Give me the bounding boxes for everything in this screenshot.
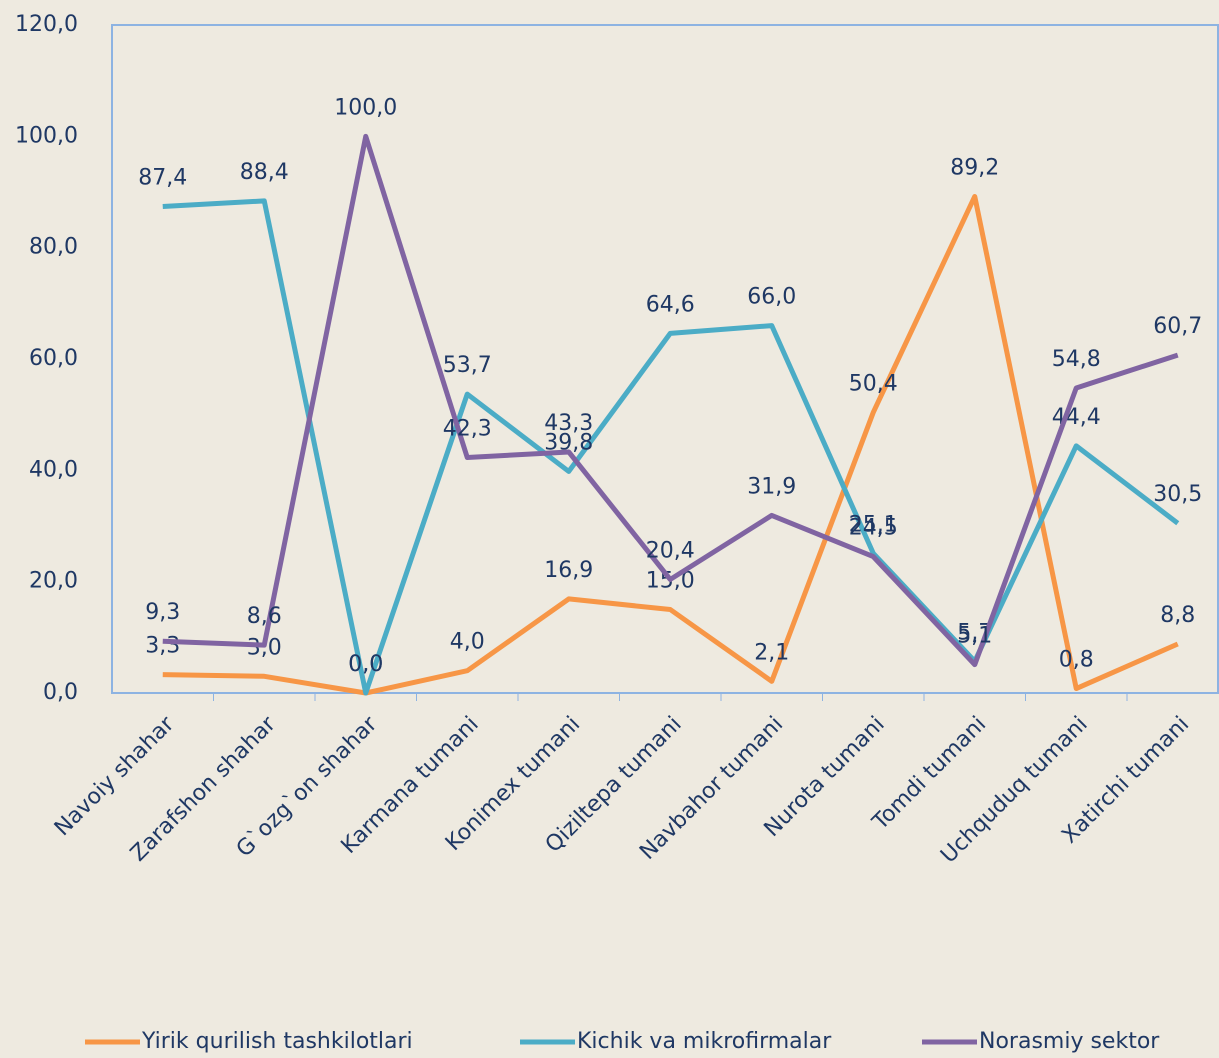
data-label: 66,0 xyxy=(747,285,796,310)
series-line xyxy=(162,133,1179,668)
data-label: 60,7 xyxy=(1153,314,1202,339)
data-label: 44,4 xyxy=(1052,405,1101,430)
data-label: 50,4 xyxy=(849,371,898,396)
data-label: 30,5 xyxy=(1153,482,1202,507)
data-label: 25,1 xyxy=(849,512,898,537)
legend-label: Kichik va mikrofirmalar xyxy=(577,1029,832,1054)
data-label: 54,8 xyxy=(1052,347,1101,372)
data-label: 43,3 xyxy=(544,411,593,436)
data-label: 0,8 xyxy=(1059,648,1094,673)
legend-label: Yirik qurilish tashkilotlari xyxy=(141,1029,413,1054)
y-tick-label: 80,0 xyxy=(29,235,78,260)
y-tick-label: 20,0 xyxy=(29,569,78,594)
data-label: 24,5 xyxy=(849,516,898,541)
data-label: 0,0 xyxy=(348,652,383,677)
data-label: 9,3 xyxy=(145,600,180,625)
data-label: 2,1 xyxy=(754,640,789,665)
data-label: 16,9 xyxy=(544,558,593,583)
data-label: 20,4 xyxy=(646,538,695,563)
data-label: 4,0 xyxy=(450,630,485,655)
y-tick-label: 120,0 xyxy=(15,12,78,37)
data-label: 42,3 xyxy=(443,417,492,442)
y-tick-label: 60,0 xyxy=(29,346,78,371)
series-line xyxy=(162,193,1179,696)
data-label: 3,3 xyxy=(145,634,180,659)
series-line xyxy=(162,198,1180,696)
data-label: 100,0 xyxy=(334,95,397,120)
data-label: 31,9 xyxy=(747,474,796,499)
data-label: 8,6 xyxy=(247,604,282,629)
data-label: 89,2 xyxy=(950,155,999,180)
data-label: 5,1 xyxy=(957,624,992,649)
y-tick-label: 40,0 xyxy=(29,457,78,482)
data-label: 8,8 xyxy=(1160,603,1195,628)
data-label: 88,4 xyxy=(240,160,289,185)
legend-label: Norasmiy sektor xyxy=(979,1029,1160,1054)
data-label: 64,6 xyxy=(646,292,695,317)
y-tick-label: 0,0 xyxy=(43,680,78,705)
data-label: 87,4 xyxy=(138,165,187,190)
plot-area xyxy=(111,24,1219,694)
y-tick-label: 100,0 xyxy=(15,123,78,148)
data-label: 53,7 xyxy=(443,353,492,378)
